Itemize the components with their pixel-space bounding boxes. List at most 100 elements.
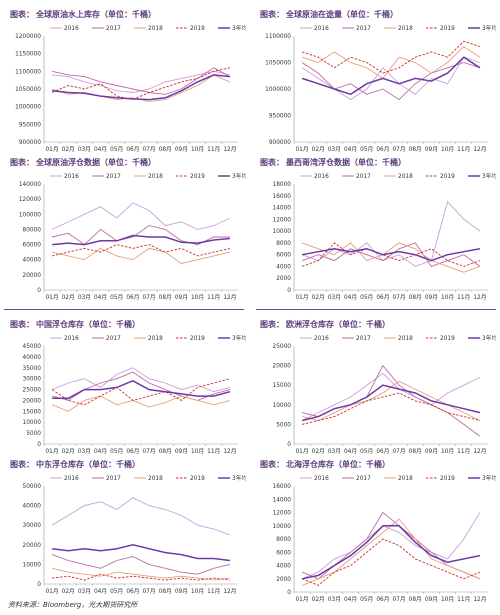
y-tick-label: 80000 bbox=[23, 227, 42, 233]
x-tick-label: 05月 bbox=[360, 448, 373, 455]
legend-label-2019: 2019 bbox=[440, 336, 455, 342]
y-tick-label: 100000 bbox=[19, 212, 41, 218]
x-tick-label: 04月 bbox=[344, 448, 357, 455]
x-tick-label: 12月 bbox=[473, 294, 486, 301]
x-tick-label: 01月 bbox=[295, 294, 308, 301]
y-tick-label: 950000 bbox=[19, 122, 41, 128]
x-tick-label: 12月 bbox=[223, 588, 236, 595]
y-tick-label: 12000 bbox=[273, 217, 292, 223]
series-line-2019 bbox=[51, 378, 231, 406]
x-tick-label: 05月 bbox=[110, 448, 123, 455]
x-tick-label: 01月 bbox=[45, 588, 58, 595]
x-tick-label: 05月 bbox=[110, 294, 123, 301]
y-tick-label: 25000 bbox=[23, 388, 42, 394]
x-tick-label: 06月 bbox=[376, 448, 389, 455]
series-line-avg bbox=[301, 248, 481, 262]
chart-svg-4: 0 2000 4000 6000 8000 10000 12000 14000 16000 180… bbox=[273, 172, 500, 301]
x-tick-label: 08月 bbox=[409, 448, 422, 455]
x-tick-label: 11月 bbox=[207, 588, 220, 595]
y-tick-label: 30000 bbox=[23, 377, 42, 383]
legend-label-avg: 3年均值 bbox=[482, 334, 496, 342]
legend-label-2016: 2016 bbox=[64, 26, 79, 32]
y-tick-label: 20000 bbox=[23, 273, 42, 279]
x-tick-label: 10月 bbox=[191, 294, 204, 301]
series-line-2019 bbox=[301, 538, 481, 586]
x-tick-label: 03月 bbox=[78, 448, 91, 455]
x-tick-label: 02月 bbox=[62, 294, 75, 301]
x-tick-label: 10月 bbox=[441, 596, 454, 603]
x-tick-label: 10月 bbox=[191, 146, 204, 153]
y-tick-label: 40000 bbox=[23, 355, 42, 361]
x-tick-label: 12月 bbox=[223, 448, 236, 455]
chart-svg-3: 0 20000 40000 60000 80000 100000 120000 140000 0… bbox=[19, 172, 253, 301]
chart-title: 图表： 中国浮仓库存（单位：千桶） bbox=[10, 320, 140, 329]
series-line-2017 bbox=[301, 364, 481, 437]
x-tick-label: 04月 bbox=[94, 448, 107, 455]
y-tick-label: 1000000 bbox=[15, 105, 41, 111]
legend-label-avg: 3年均值 bbox=[232, 334, 246, 342]
legend-label-2018: 2018 bbox=[398, 476, 413, 482]
y-tick-label: 4000 bbox=[276, 564, 291, 570]
x-tick-label: 06月 bbox=[376, 596, 389, 603]
y-tick-label: 15000 bbox=[23, 409, 42, 415]
x-tick-label: 09月 bbox=[425, 146, 438, 153]
legend-label-2016: 2016 bbox=[314, 476, 329, 482]
x-tick-label: 02月 bbox=[312, 294, 325, 301]
x-tick-label: 07月 bbox=[142, 588, 155, 595]
x-tick-label: 03月 bbox=[78, 588, 91, 595]
y-tick-label: 950000 bbox=[269, 114, 291, 120]
x-tick-label: 07月 bbox=[142, 294, 155, 301]
x-tick-label: 10月 bbox=[441, 146, 454, 153]
x-tick-label: 04月 bbox=[344, 146, 357, 153]
legend-label-2016: 2016 bbox=[64, 476, 79, 482]
y-tick-label: 1100000 bbox=[265, 34, 291, 40]
chart-title: 图表： 全球原油水上库存（单位：千桶） bbox=[10, 10, 156, 19]
y-tick-label: 140000 bbox=[19, 182, 41, 188]
y-tick-label: 35000 bbox=[23, 366, 42, 372]
legend-label-2019: 2019 bbox=[190, 336, 205, 342]
y-tick-label: 25000 bbox=[273, 344, 292, 350]
y-tick-label: 10000 bbox=[273, 229, 292, 235]
chart-panel-7: 图表： 中东浮仓库存（单位：千桶） 0 10000 20000 30000 40000 50… bbox=[4, 458, 254, 598]
x-tick-label: 06月 bbox=[376, 146, 389, 153]
x-tick-label: 01月 bbox=[45, 146, 58, 153]
series-line-avg bbox=[52, 74, 230, 101]
y-tick-label: 0 bbox=[37, 582, 41, 588]
y-tick-label: 10000 bbox=[23, 562, 42, 568]
x-tick-label: 11月 bbox=[457, 448, 470, 455]
series-line-avg bbox=[52, 379, 231, 400]
x-tick-label: 02月 bbox=[312, 596, 325, 603]
series-line-avg bbox=[52, 544, 230, 562]
y-tick-label: 40000 bbox=[23, 258, 42, 264]
x-tick-label: 02月 bbox=[62, 146, 75, 153]
y-tick-label: 0 bbox=[37, 288, 41, 294]
x-tick-label: 12月 bbox=[473, 448, 486, 455]
x-tick-label: 05月 bbox=[110, 146, 123, 153]
y-tick-label: 1100000 bbox=[15, 69, 41, 75]
y-tick-label: 0 bbox=[287, 442, 291, 448]
x-tick-label: 09月 bbox=[425, 294, 438, 301]
y-tick-label: 5000 bbox=[276, 422, 291, 428]
x-tick-label: 03月 bbox=[78, 294, 91, 301]
legend-label-2018: 2018 bbox=[148, 26, 163, 32]
legend-label-2019: 2019 bbox=[440, 174, 455, 180]
legend-label-avg: 3年均值 bbox=[232, 474, 246, 482]
chart-svg-7: 0 10000 20000 30000 40000 50000 01月 02月 03月 04月 05… bbox=[23, 474, 254, 595]
y-tick-label: 30000 bbox=[23, 523, 42, 529]
legend-label-2019: 2019 bbox=[440, 26, 455, 32]
series-line-2018 bbox=[301, 46, 481, 80]
series-line-2019 bbox=[52, 573, 230, 581]
y-tick-label: 14000 bbox=[273, 206, 292, 212]
x-tick-label: 05月 bbox=[360, 294, 373, 301]
series-line-2019 bbox=[301, 40, 481, 74]
y-tick-label: 6000 bbox=[276, 253, 291, 259]
x-tick-label: 09月 bbox=[175, 294, 188, 301]
x-tick-label: 05月 bbox=[360, 146, 373, 153]
chart-panel-2: 图表： 全球原油在途量（单位：千桶） 900000 950000 1000000 105… bbox=[254, 8, 500, 156]
chart-svg-1: 900000 950000 1000000 1050000 1100000 1150000… bbox=[15, 24, 253, 153]
x-tick-label: 04月 bbox=[94, 588, 107, 595]
x-tick-label: 04月 bbox=[344, 294, 357, 301]
y-tick-label: 10000 bbox=[273, 524, 292, 530]
y-tick-label: 15000 bbox=[273, 383, 292, 389]
x-tick-label: 06月 bbox=[126, 448, 139, 455]
